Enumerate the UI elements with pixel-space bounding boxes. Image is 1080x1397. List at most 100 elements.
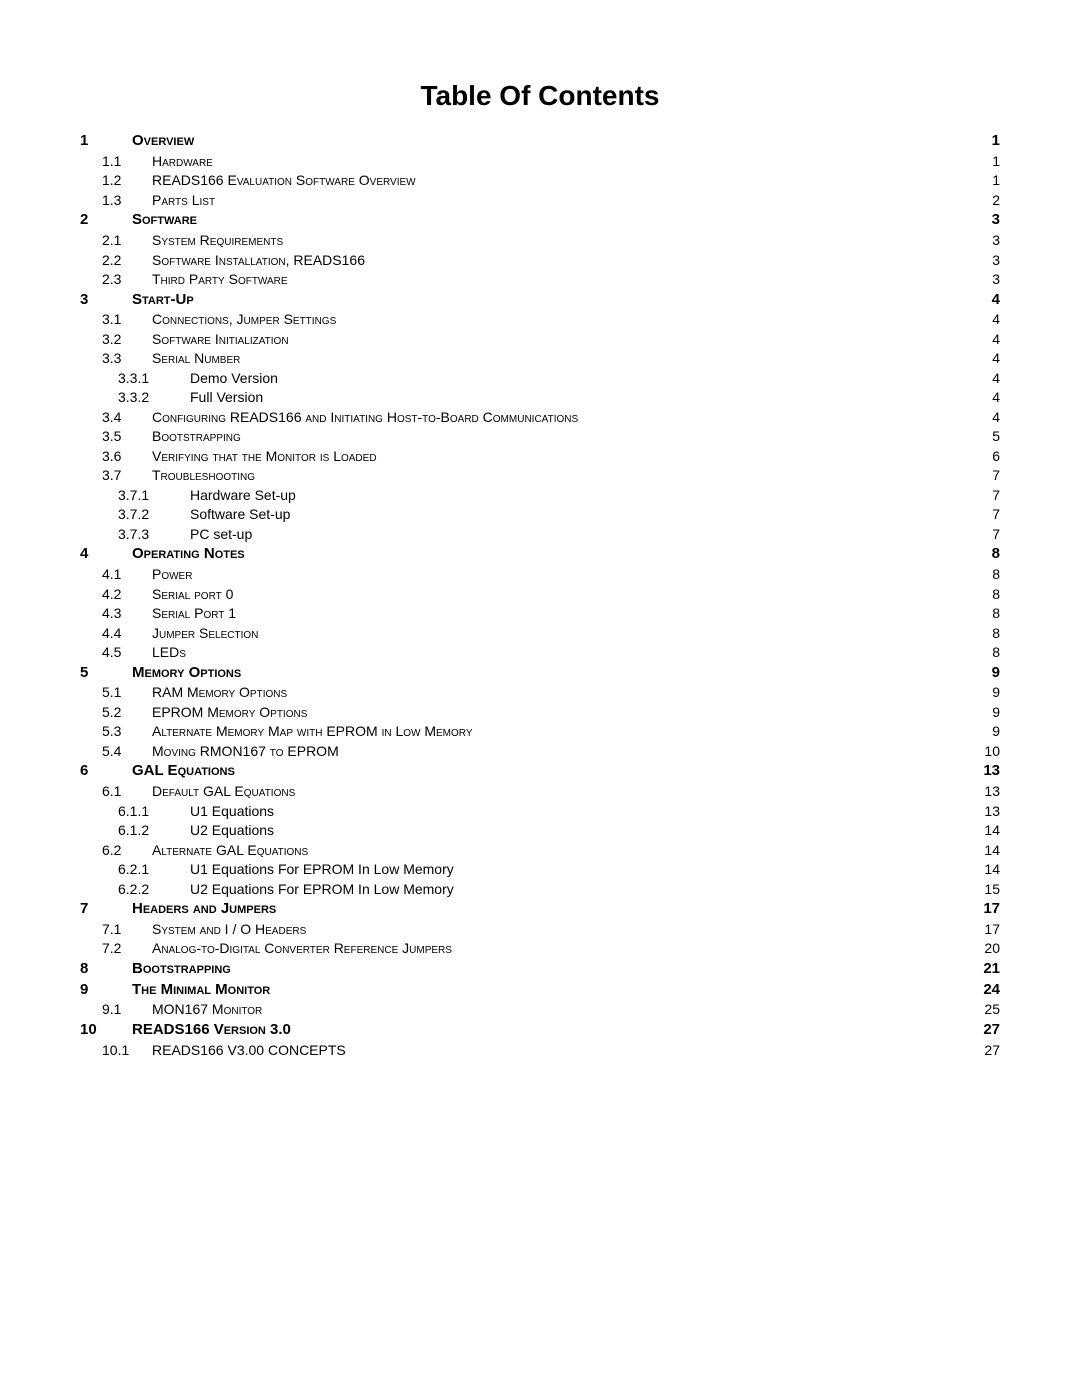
toc-entry-number: 7.2 [102, 940, 152, 958]
toc-entry-number: 1 [80, 132, 132, 151]
toc-entry-page: 25 [980, 1001, 1000, 1019]
toc-entry[interactable]: 7.2Analog-to-Digital Converter Reference… [80, 940, 1000, 958]
toc-entry[interactable]: 1.2READS166 Evaluation Software Overview… [80, 172, 1000, 190]
toc-entry-number: 3.7.1 [118, 487, 190, 505]
toc-entry[interactable]: 1Overview1 [80, 132, 1000, 151]
toc-entry[interactable]: 6.1.1U1 Equations 13 [80, 803, 1000, 821]
toc-entry[interactable]: 5.4Moving RMON167 to EPROM10 [80, 743, 1000, 761]
toc-entry-number: 5.3 [102, 723, 152, 741]
toc-entry[interactable]: 8Bootstrapping21 [80, 960, 1000, 979]
toc-entry[interactable]: 7Headers and Jumpers17 [80, 900, 1000, 919]
toc-entry[interactable]: 3.6Verifying that the Monitor is Loaded6 [80, 448, 1000, 466]
toc-entry-label: Parts List [152, 192, 215, 210]
toc-entry[interactable]: 3.2Software Initialization4 [80, 331, 1000, 349]
toc-entry-label: U1 Equations [190, 803, 274, 821]
toc-entry-page: 4 [988, 370, 1000, 388]
toc-entry-page: 21 [979, 960, 1000, 979]
toc-entry-label: RAM Memory Options [152, 684, 287, 702]
toc-entry[interactable]: 3.7Troubleshooting7 [80, 467, 1000, 485]
toc-entry-page: 7 [988, 506, 1000, 524]
toc-entry[interactable]: 6.1.2U2 Equations14 [80, 822, 1000, 840]
toc-entry[interactable]: 9.1MON167 Monitor25 [80, 1001, 1000, 1019]
toc-entry-page: 5 [988, 428, 1000, 446]
toc-entry-number: 1.3 [102, 192, 152, 210]
toc-entry-page: 2 [988, 192, 1000, 210]
toc-entry[interactable]: 3.7.1Hardware Set-up7 [80, 487, 1000, 505]
toc-entry[interactable]: 4.1Power8 [80, 566, 1000, 584]
toc-entry[interactable]: 6.2Alternate GAL Equations14 [80, 842, 1000, 860]
toc-entry[interactable]: 4.2Serial port 08 [80, 586, 1000, 604]
toc-entry[interactable]: 6.1Default GAL Equations13 [80, 783, 1000, 801]
toc-entry-label: Power [152, 566, 192, 584]
toc-entry-number: 3.3.2 [118, 389, 190, 407]
toc-entry[interactable]: 3.7.2Software Set-up7 [80, 506, 1000, 524]
toc-entry[interactable]: 4.4Jumper Selection8 [80, 625, 1000, 643]
toc-entry[interactable]: 3Start-Up4 [80, 291, 1000, 310]
toc-entry-number: 6.2.1 [118, 861, 190, 879]
toc-entry-number: 3.4 [102, 409, 152, 427]
toc-entry-label: MON167 Monitor [152, 1001, 262, 1019]
toc-entry[interactable]: 7.1System and I / O Headers17 [80, 921, 1000, 939]
toc-entry[interactable]: 6.2.1U1 Equations For EPROM In Low Memor… [80, 861, 1000, 879]
toc-list: 1Overview1 1.1Hardware11.2READS166 Evalua… [80, 132, 1000, 1059]
toc-entry[interactable]: 9The Minimal Monitor24 [80, 981, 1000, 1000]
toc-entry[interactable]: 1.1Hardware1 [80, 153, 1000, 171]
toc-entry-number: 3.2 [102, 331, 152, 349]
toc-entry[interactable]: 10.1READS166 V3.00 CONCEPTS27 [80, 1042, 1000, 1060]
toc-entry-page: 27 [980, 1042, 1000, 1060]
toc-entry-label: PC set-up [190, 526, 252, 544]
toc-entry-page: 17 [979, 900, 1000, 919]
toc-entry-page: 8 [988, 625, 1000, 643]
toc-entry[interactable]: 3.3.1Demo Version4 [80, 370, 1000, 388]
toc-entry-number: 3.7.3 [118, 526, 190, 544]
toc-entry[interactable]: 5Memory Options9 [80, 664, 1000, 683]
toc-entry[interactable]: 2Software3 [80, 211, 1000, 230]
toc-entry[interactable]: 3.5Bootstrapping5 [80, 428, 1000, 446]
toc-entry[interactable]: 2.3Third Party Software3 [80, 271, 1000, 289]
toc-entry-page: 8 [988, 545, 1000, 564]
toc-entry-label: Alternate GAL Equations [152, 842, 308, 860]
toc-entry-label: Software Installation, READS166 [152, 252, 365, 270]
toc-entry[interactable]: 3.1Connections, Jumper Settings4 [80, 311, 1000, 329]
toc-entry-label: LEDs [152, 644, 186, 662]
toc-entry-number: 4.4 [102, 625, 152, 643]
toc-entry[interactable]: 5.3Alternate Memory Map with EPROM in Lo… [80, 723, 1000, 741]
toc-entry[interactable]: 6GAL Equations13 [80, 762, 1000, 781]
toc-entry-label: Serial port 0 [152, 586, 233, 604]
toc-entry[interactable]: 2.2Software Installation, READS1663 [80, 252, 1000, 270]
toc-entry[interactable]: 4Operating Notes8 [80, 545, 1000, 564]
toc-entry-page: 9 [988, 664, 1000, 683]
toc-entry-page: 4 [988, 389, 1000, 407]
toc-entry-label: Overview [132, 132, 194, 151]
toc-entry-label: Memory Options [132, 664, 241, 683]
toc-entry-page: 8 [988, 605, 1000, 623]
toc-entry-page: 3 [988, 211, 1000, 230]
toc-entry[interactable]: 3.3.2Full Version4 [80, 389, 1000, 407]
toc-entry[interactable]: 3.7.3PC set-up7 [80, 526, 1000, 544]
toc-entry-page: 7 [988, 487, 1000, 505]
toc-entry-page: 9 [988, 723, 1000, 741]
toc-entry[interactable]: 3.4Configuring READS166 and Initiating H… [80, 409, 1000, 427]
toc-entry[interactable]: 2.1System Requirements3 [80, 232, 1000, 250]
toc-entry-number: 6.1.1 [118, 803, 190, 821]
toc-entry-number: 9 [80, 981, 132, 1000]
toc-entry[interactable]: 10READS166 Version 3.027 [80, 1021, 1000, 1040]
toc-entry-page: 4 [988, 311, 1000, 329]
toc-entry[interactable]: 5.1RAM Memory Options9 [80, 684, 1000, 702]
toc-entry[interactable]: 4.3Serial Port 18 [80, 605, 1000, 623]
toc-entry-number: 10.1 [102, 1042, 152, 1060]
toc-entry[interactable]: 4.5LEDs8 [80, 644, 1000, 662]
toc-entry-label: EPROM Memory Options [152, 704, 307, 722]
toc-entry-page: 13 [980, 803, 1000, 821]
toc-entry-number: 2.2 [102, 252, 152, 270]
toc-entry[interactable]: 5.2EPROM Memory Options9 [80, 704, 1000, 722]
toc-entry-label: Software Set-up [190, 506, 290, 524]
toc-entry-number: 3.5 [102, 428, 152, 446]
toc-entry-label: READS166 Evaluation Software Overview [152, 172, 416, 190]
toc-entry[interactable]: 3.3Serial Number4 [80, 350, 1000, 368]
toc-entry-label: Troubleshooting [152, 467, 255, 485]
toc-entry-page: 3 [988, 232, 1000, 250]
toc-entry[interactable]: 1.3Parts List 2 [80, 192, 1000, 210]
toc-entry[interactable]: 6.2.2U2 Equations For EPROM In Low Memor… [80, 881, 1000, 899]
toc-page: Table Of Contents 1Overview11.1Hardware1… [0, 0, 1080, 1397]
